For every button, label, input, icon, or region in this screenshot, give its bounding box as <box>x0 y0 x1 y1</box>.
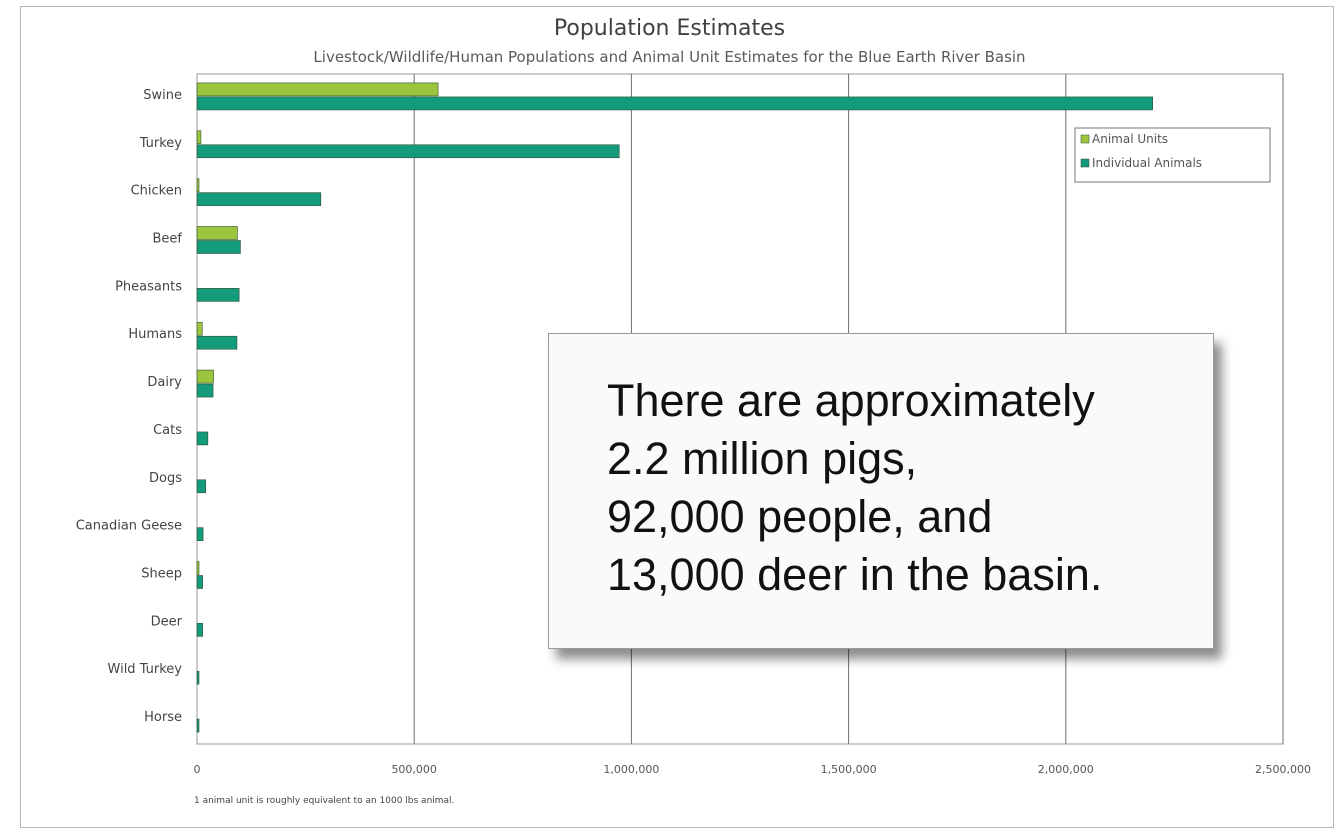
bar-individual-animals <box>196 192 322 206</box>
y-category-label: Chicken <box>131 184 182 199</box>
bar-individual-animals <box>196 288 240 302</box>
x-tick-label: 1,500,000 <box>821 763 877 776</box>
x-tick-label: 1,000,000 <box>603 763 659 776</box>
bar-animal-units <box>196 321 203 336</box>
bar-individual-animals <box>196 575 203 589</box>
callout-text: There are approximately 2.2 million pigs… <box>607 372 1102 604</box>
legend-swatch <box>1080 134 1090 144</box>
chart-border <box>20 6 1334 828</box>
bar-animal-units <box>196 130 202 145</box>
y-category-label: Wild Turkey <box>108 662 183 677</box>
bar-animal-units <box>196 82 439 97</box>
bar-individual-animals <box>196 623 203 637</box>
bar-individual-animals <box>196 431 209 446</box>
bar-individual-animals <box>196 96 1153 111</box>
y-category-label: Beef <box>153 232 183 247</box>
chart-title: Population Estimates <box>553 16 786 41</box>
y-category-label: Dogs <box>149 471 182 486</box>
bar-individual-animals <box>196 670 200 685</box>
callout-line-2: 2.2 million pigs, <box>607 433 918 484</box>
chart-footnote: 1 animal unit is roughly equivalent to a… <box>194 796 455 806</box>
y-category-label: Turkey <box>139 136 183 151</box>
bar-individual-animals <box>196 335 238 350</box>
bar-individual-animals <box>196 383 214 398</box>
x-tick-label: 2,500,000 <box>1255 763 1311 776</box>
y-category-label: Horse <box>144 710 182 725</box>
y-category-label: Swine <box>143 88 182 103</box>
callout-line-4: 13,000 deer in the basin. <box>607 549 1103 600</box>
legend-box <box>1074 127 1271 183</box>
chart-subtitle: Livestock/Wildlife/Human Populations and… <box>313 48 1026 66</box>
bar-individual-animals <box>196 144 620 159</box>
y-category-label: Sheep <box>141 567 182 582</box>
y-category-label: Canadian Geese <box>76 519 182 534</box>
bar-individual-animals <box>196 718 200 733</box>
legend-label: Individual Animals <box>1092 156 1202 170</box>
legend-swatch <box>1080 158 1090 168</box>
bar-individual-animals <box>196 479 206 494</box>
legend-label: Animal Units <box>1092 132 1168 146</box>
callout-box: There are approximately 2.2 million pigs… <box>548 333 1214 649</box>
x-tick-label: 0 <box>194 763 201 776</box>
bar-individual-animals <box>196 527 204 541</box>
y-category-label: Pheasants <box>115 279 182 294</box>
x-tick-label: 500,000 <box>391 763 437 776</box>
bar-individual-animals <box>196 240 241 254</box>
callout-line-1: There are approximately <box>607 375 1095 426</box>
y-category-label: Dairy <box>147 375 182 390</box>
y-category-label: Cats <box>153 423 182 438</box>
x-tick-label: 2,000,000 <box>1038 763 1094 776</box>
bar-animal-units <box>196 561 200 575</box>
y-category-label: Humans <box>128 327 182 342</box>
y-category-label: Deer <box>151 614 183 629</box>
bar-animal-units <box>196 226 238 240</box>
callout-line-3: 92,000 people, and <box>607 491 993 542</box>
bar-animal-units <box>196 369 214 384</box>
bar-animal-units <box>196 178 200 192</box>
